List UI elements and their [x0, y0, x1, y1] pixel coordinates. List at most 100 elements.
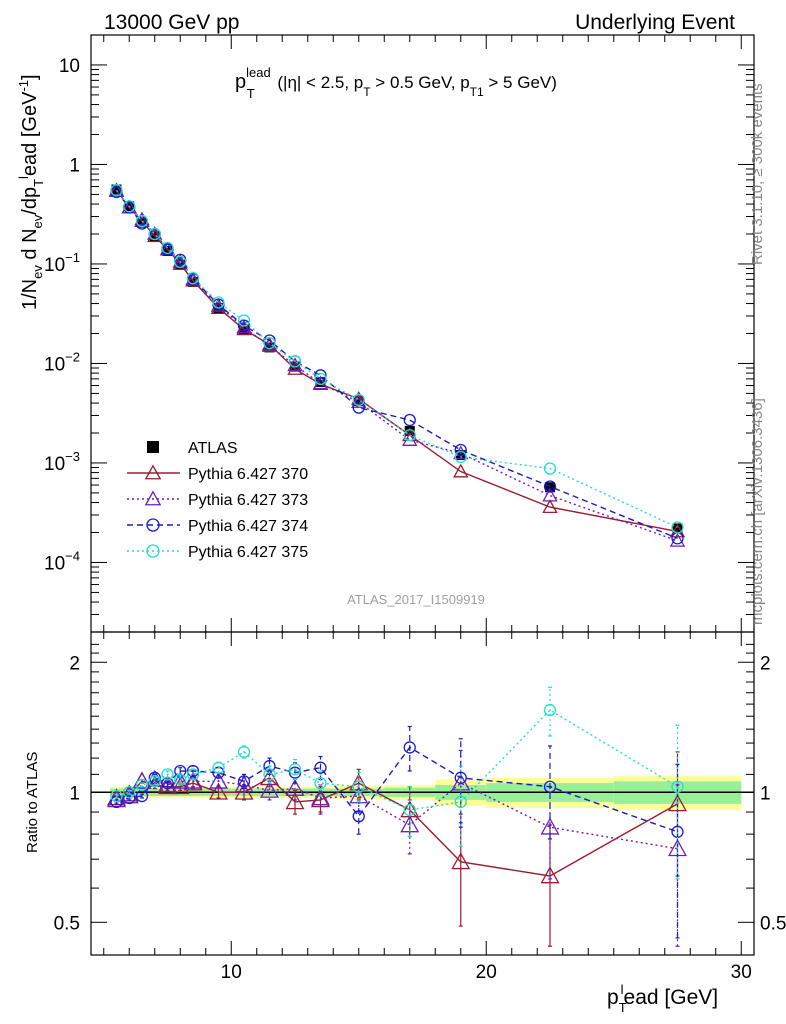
series-marker — [352, 401, 365, 414]
series-4 — [110, 184, 684, 534]
series-marker — [454, 795, 467, 809]
y-tick-label: 10−2 — [44, 349, 80, 375]
selection-label: plead T (|η| < 2.5, pT > 0.5 GeV, pT1 > 5… — [235, 65, 557, 101]
ratio-y-tick-label-left: 2 — [69, 653, 80, 674]
ylabel-d: ead [GeV — [19, 91, 41, 176]
ratio-series — [106, 686, 688, 947]
series-marker — [208, 782, 229, 800]
y-tick-label: 10−4 — [44, 548, 80, 574]
series-marker — [174, 773, 187, 786]
series-marker — [148, 227, 161, 241]
legend-label: ATLAS — [188, 440, 238, 457]
series-marker — [146, 544, 160, 558]
y-tick-exponent: −1 — [65, 250, 80, 265]
series-marker — [352, 393, 365, 407]
series-marker — [119, 784, 139, 802]
data-point — [315, 377, 326, 388]
ratio-panel-frame — [90, 631, 755, 956]
y-tick-base: 10 — [44, 354, 65, 375]
y-tick-exponent: −3 — [65, 449, 80, 464]
selection-rest-sub1: T — [363, 85, 371, 99]
series-marker — [288, 763, 302, 776]
ratio-y-tick-label-right: 2 — [760, 653, 771, 674]
series-marker — [186, 271, 200, 285]
series-marker — [454, 450, 467, 464]
y-tick-label: 1 — [69, 155, 80, 176]
series-marker — [261, 336, 278, 351]
series-marker — [106, 788, 127, 806]
series-marker — [669, 532, 686, 547]
series-marker — [183, 771, 203, 789]
y-tick-base: 10 — [44, 553, 65, 574]
data-point — [353, 395, 364, 406]
y-tick-label: 10−1 — [44, 250, 80, 276]
header-right: Underlying Event — [575, 11, 735, 34]
y-tick-label: 10−3 — [44, 449, 80, 475]
legend-label: Pythia 6.427 373 — [188, 492, 308, 509]
ylabel-c-sup: l — [16, 176, 31, 179]
series-marker — [543, 780, 557, 793]
selection-rest1: (|η| < 2.5, p — [273, 73, 364, 92]
series-marker — [352, 810, 365, 823]
series-marker — [351, 390, 367, 405]
series-marker — [237, 314, 251, 327]
series-marker — [351, 394, 367, 408]
header-left: 13000 GeV pp — [104, 11, 239, 34]
ylabel-d-sup: -1 — [16, 80, 31, 92]
data-point — [404, 425, 415, 436]
mcplots-label: mcplots.cern.ch [arXiv:1306.3436] — [749, 398, 766, 625]
series-marker — [400, 815, 420, 833]
series-marker — [310, 788, 331, 806]
series-marker — [314, 761, 327, 774]
analysis-watermark: ATLAS_2017_I1509919 — [347, 592, 485, 607]
series-marker — [123, 200, 136, 213]
series-marker — [540, 866, 560, 884]
main-panel-frame — [90, 34, 755, 633]
series-marker — [148, 775, 161, 788]
series-marker — [288, 355, 302, 368]
series-marker — [543, 703, 557, 717]
series-marker — [403, 413, 416, 427]
ylabel-a-sub: ev — [30, 265, 45, 279]
y-tick-base: 10 — [44, 454, 65, 475]
series-marker — [403, 741, 416, 754]
series-marker — [186, 764, 200, 778]
series-marker — [403, 803, 416, 817]
data-point — [264, 342, 275, 353]
series-marker — [144, 490, 162, 506]
ylabel-b-sub: ev — [30, 214, 45, 228]
series-line — [115, 190, 678, 542]
y-tick-base: 10 — [44, 255, 65, 276]
ylabel-c: /dp — [19, 187, 41, 215]
data-point — [147, 441, 159, 453]
xlabel-sub: T — [619, 1000, 627, 1015]
series-marker — [170, 776, 190, 795]
ratio-y-tick-label-left: 1 — [69, 783, 80, 804]
data-point — [111, 184, 122, 195]
series-marker — [671, 521, 684, 534]
series-marker — [183, 773, 203, 791]
ylabel-a: 1/N — [19, 279, 41, 310]
series-marker — [542, 499, 558, 514]
series-marker — [543, 462, 557, 475]
series-marker — [212, 761, 225, 774]
data-point — [162, 245, 173, 256]
x-tick-label: 10 — [221, 962, 242, 983]
y-tick-base: 10 — [59, 56, 80, 77]
series-marker — [172, 256, 188, 270]
x-tick-label: 30 — [731, 962, 752, 983]
ratio-series-line — [116, 709, 678, 811]
series-marker — [170, 771, 190, 789]
y-tick-label: 10 — [59, 56, 80, 77]
series-marker — [135, 214, 149, 228]
y-tick-exponent: −2 — [65, 349, 80, 364]
x-tick-label: 20 — [476, 962, 497, 983]
selection-sup: lead — [246, 65, 271, 80]
series-marker — [287, 357, 303, 372]
atlas-uncertainty-bands — [91, 776, 754, 810]
series-marker — [208, 771, 229, 789]
series-marker — [123, 786, 136, 799]
series-marker — [161, 241, 174, 255]
